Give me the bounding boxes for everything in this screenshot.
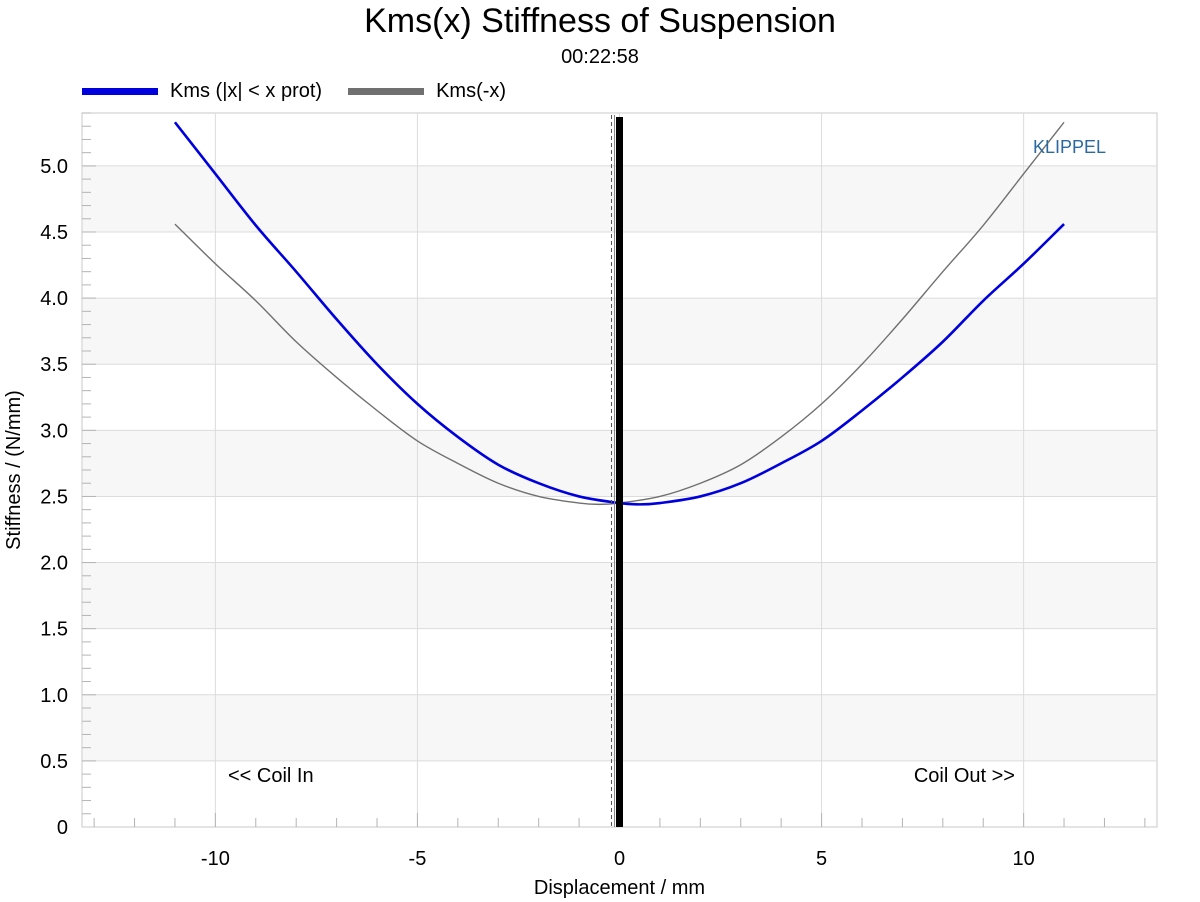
y-axis-title: Stiffness / (N/mm) xyxy=(3,390,25,550)
legend-label-kms-neg: Kms(-x) xyxy=(436,80,507,102)
y-tick-label: 5.0 xyxy=(40,156,68,178)
legend-label-kms: Kms (|x| < x prot) xyxy=(170,80,323,102)
chart-title: Kms(x) Stiffness of Suspension xyxy=(364,2,836,40)
y-tick-label: 4.5 xyxy=(40,222,68,244)
x-tick-label: 10 xyxy=(1013,848,1035,870)
x-tick-label: -10 xyxy=(201,848,230,870)
legend-swatch-kms-neg xyxy=(348,88,425,95)
annotation-coil-out: Coil Out >> xyxy=(914,765,1015,787)
y-tick-label: 0.5 xyxy=(40,751,68,773)
y-tick-label: 0 xyxy=(57,817,68,839)
klippel-logo: KLIPPEL xyxy=(1033,137,1106,157)
y-tick-label: 1.5 xyxy=(40,619,68,641)
legend-swatch-kms xyxy=(82,88,158,95)
annotation-coil-in: << Coil In xyxy=(228,765,314,787)
x-tick-label: 5 xyxy=(816,848,827,870)
legend: Kms (|x| < x prot) Kms(-x) xyxy=(82,80,532,103)
y-tick-label: 2.5 xyxy=(40,486,68,508)
series-line-kms-neg xyxy=(174,121,1065,506)
legend-item-kms[interactable]: Kms (|x| < x prot) xyxy=(82,80,322,103)
x-axis-title: Displacement / mm xyxy=(534,877,705,899)
y-tick-label: 2.0 xyxy=(40,553,68,575)
series-line-kms xyxy=(173,121,1065,506)
y-tick-label: 4.0 xyxy=(40,288,68,310)
chart-subtitle: 00:22:58 xyxy=(561,46,639,68)
y-tick-label: 1.0 xyxy=(40,685,68,707)
legend-item-kms-neg[interactable]: Kms(-x) xyxy=(348,80,506,103)
y-tick-label: 3.5 xyxy=(40,354,68,376)
x-tick-label: 0 xyxy=(614,848,625,870)
y-tick-label: 3.0 xyxy=(40,420,68,442)
x-tick-label: -5 xyxy=(409,848,427,870)
